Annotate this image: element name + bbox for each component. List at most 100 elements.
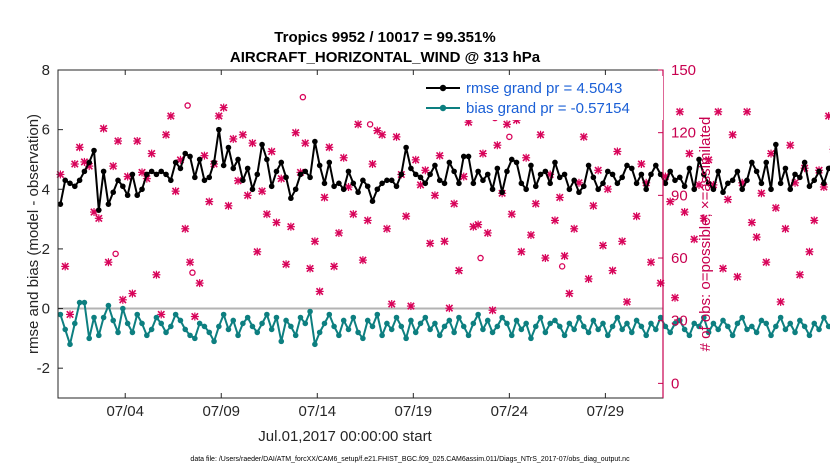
rmse-point [763, 159, 770, 166]
bias-point [144, 332, 150, 339]
bias-point [312, 341, 318, 348]
rmse-point [614, 180, 621, 187]
bias-point [364, 317, 371, 324]
obs-possible-marker [477, 254, 484, 262]
legend-bias-label: bias grand pr = -0.57154 [466, 100, 630, 117]
bias-point [124, 320, 131, 327]
rmse-point [86, 159, 93, 166]
rmse-point [326, 159, 333, 166]
obs-assimilated-marker [666, 197, 675, 206]
bias-point [67, 341, 73, 348]
y-tick-label: 8 [42, 62, 50, 79]
bias-point [134, 311, 141, 318]
bias-point [379, 332, 385, 339]
rmse-point [797, 174, 803, 181]
rmse-point [547, 180, 553, 187]
bias-point [187, 332, 193, 339]
bias-point [76, 299, 83, 306]
bias-point [590, 317, 597, 324]
bias-point [192, 335, 198, 342]
obs-assimilated-marker [767, 149, 776, 158]
bias-point [206, 329, 213, 336]
obs-assimilated-marker [810, 216, 819, 225]
bias-point [172, 311, 179, 318]
rmse-point [96, 207, 102, 213]
rmse-point [412, 171, 419, 178]
obs-assimilated-marker [618, 237, 627, 246]
legend-rmse-label: rmse grand pr = 4.5043 [466, 80, 622, 97]
obs-assimilated-marker [94, 214, 103, 223]
obs-assimilated-marker [402, 212, 411, 221]
rmse-point [336, 180, 342, 187]
obs-assimilated-marker [435, 151, 444, 160]
obs-assimilated-marker [157, 310, 166, 319]
bias-point [91, 314, 97, 321]
rmse-point [345, 168, 352, 175]
rmse-point [638, 171, 645, 178]
bias-point [460, 323, 467, 330]
bias-point [657, 314, 664, 321]
rmse-point [489, 186, 496, 193]
obs-assimilated-marker [320, 193, 329, 202]
obs-assimilated-marker [522, 153, 531, 162]
bias-point [542, 329, 549, 336]
obs-assimilated-marker [805, 247, 814, 256]
bias-point [398, 323, 405, 330]
rmse-point [379, 180, 385, 187]
bias-point [201, 323, 208, 330]
rmse-point [67, 180, 73, 187]
obs-assimilated-marker [66, 310, 75, 319]
bias-point [153, 314, 160, 321]
rmse-point [672, 177, 678, 184]
bias-point [686, 332, 693, 339]
rmse-point [244, 165, 251, 172]
bias-point [259, 320, 265, 327]
obs-assimilated-marker [536, 130, 545, 139]
obs-assimilated-marker [171, 187, 180, 196]
rmse-point [148, 168, 155, 175]
obs-assimilated-marker [594, 166, 603, 175]
bias-point [614, 314, 621, 321]
obs-assimilated-marker [114, 137, 123, 146]
bias-point [216, 323, 222, 330]
obs-assimilated-marker [757, 189, 766, 198]
bias-point [537, 314, 544, 321]
bias-point [739, 314, 746, 321]
rmse-point [657, 171, 664, 178]
rmse-point [192, 174, 198, 181]
rmse-point [374, 186, 381, 193]
obs-assimilated-marker [570, 224, 579, 233]
rmse-point [537, 171, 544, 178]
rmse-point [532, 183, 539, 190]
rmse-point [177, 165, 184, 172]
rmse-point [124, 192, 131, 199]
rmse-point [758, 180, 765, 187]
obs-possible-marker [506, 133, 513, 141]
bias-point [446, 317, 453, 324]
rmse-point [710, 186, 717, 193]
bias-point [792, 329, 798, 336]
bias-point [499, 314, 505, 321]
obs-assimilated-marker [310, 237, 319, 246]
bias-point [701, 314, 707, 321]
rmse-point [604, 168, 611, 175]
bias-point [417, 320, 424, 327]
obs-assimilated-marker [229, 134, 238, 143]
x-tick-label: 07/04 [106, 403, 144, 420]
bias-point [508, 332, 515, 339]
rmse-point [436, 177, 443, 184]
bias-point [677, 317, 683, 324]
bias-point [782, 326, 789, 333]
x-tick-label: 07/14 [299, 403, 337, 420]
x-tick-label: 07/24 [491, 403, 529, 420]
rmse-point [355, 189, 361, 196]
rmse-point [220, 162, 227, 169]
obs-assimilated-marker [637, 160, 646, 169]
rmse-point [504, 168, 510, 175]
rmse-point [734, 168, 741, 175]
y-tick-label: -2 [37, 360, 50, 377]
obs-assimilated-marker [440, 237, 449, 246]
bias-point [436, 332, 443, 339]
bias-point [225, 326, 232, 333]
bias-point [585, 329, 592, 336]
